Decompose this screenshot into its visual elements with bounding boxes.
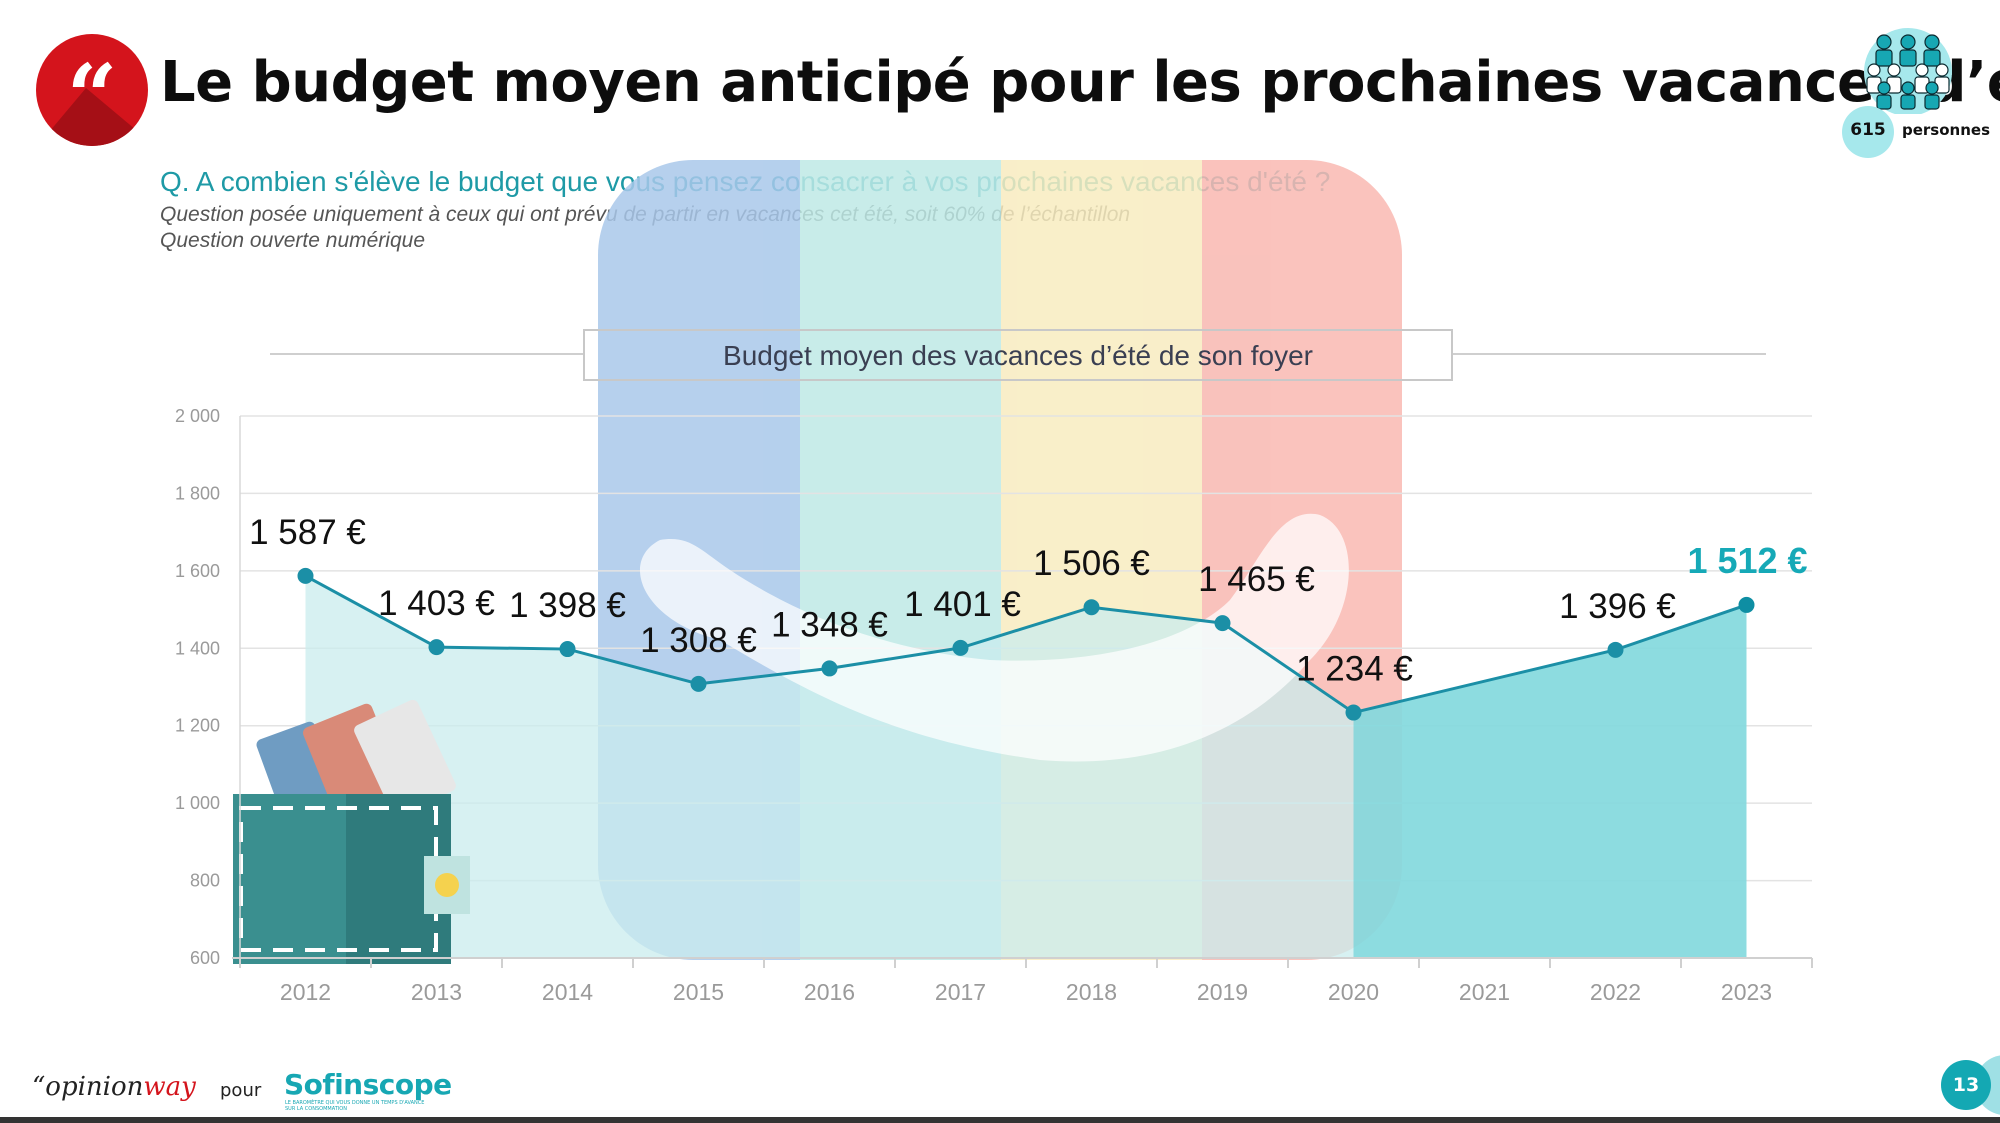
line-layer bbox=[297, 567, 1755, 721]
data-point-2019 bbox=[1214, 615, 1231, 632]
data-point-2015 bbox=[690, 675, 707, 692]
data-label-2020: 1 234 € bbox=[1296, 650, 1413, 689]
data-point-2022 bbox=[1607, 641, 1624, 658]
quote-badge: “ bbox=[36, 34, 148, 146]
data-label-2023: 1 512 € bbox=[1687, 540, 1807, 581]
x-tick-label: 2014 bbox=[542, 979, 593, 1005]
data-label-2022: 1 396 € bbox=[1559, 587, 1676, 626]
data-label-2013: 1 403 € bbox=[378, 584, 495, 623]
y-tick-label: 1 200 bbox=[175, 716, 220, 736]
data-labels: 1 587 € 1 403 € 1 398 € 1 308 € 1 348 € 1 401… bbox=[249, 513, 1807, 689]
area-layer bbox=[305, 575, 1747, 958]
y-tick-label: 2 000 bbox=[175, 406, 220, 426]
data-label-2016: 1 348 € bbox=[771, 605, 888, 644]
chart-title: Budget moyen des vacances d’été de son f… bbox=[723, 340, 1313, 371]
x-tick-label: 2017 bbox=[935, 979, 986, 1005]
budget-area-recent bbox=[1353, 604, 1747, 958]
y-tick-label: 600 bbox=[190, 948, 220, 968]
page-title: Le budget moyen anticipé pour les procha… bbox=[160, 50, 2000, 115]
x-tick-label: 2019 bbox=[1197, 979, 1248, 1005]
y-tick-label: 1 800 bbox=[175, 483, 220, 503]
data-point-2012 bbox=[297, 567, 314, 584]
question-type-note: Question ouverte numérique bbox=[160, 229, 425, 252]
wallet-icon bbox=[233, 699, 470, 964]
sample-label: personnes bbox=[1902, 121, 1991, 139]
x-tick-label: 2012 bbox=[280, 979, 331, 1005]
x-tick-label: 2022 bbox=[1590, 979, 1641, 1005]
opinionway-logo: “opinionway bbox=[32, 1072, 196, 1102]
data-point-2016 bbox=[821, 660, 838, 677]
footer-pour: pour bbox=[220, 1080, 262, 1101]
y-tick-label: 1 400 bbox=[175, 638, 220, 658]
speech-bubble-watermark bbox=[640, 513, 1349, 762]
data-point-2020 bbox=[1345, 704, 1362, 721]
page-number: 13 bbox=[1941, 1060, 1991, 1110]
sofinscope-logo: Sofinscope bbox=[284, 1068, 452, 1101]
quote-icon: “ bbox=[66, 44, 118, 146]
x-tick-label: 2018 bbox=[1066, 979, 1117, 1005]
data-label-2014: 1 398 € bbox=[509, 586, 626, 625]
x-tick-label: 2015 bbox=[673, 979, 724, 1005]
y-tick-label: 1 600 bbox=[175, 561, 220, 581]
data-point-2017 bbox=[952, 639, 969, 656]
data-point-2013 bbox=[428, 639, 445, 656]
y-tick-label: 800 bbox=[190, 871, 220, 891]
data-point-2018 bbox=[1083, 599, 1100, 616]
sofinscope-tagline: LE BAROMÈTRE QUI VOUS DONNE UN TEMPS D'A… bbox=[285, 1100, 425, 1112]
axes: 600 800 1 000 1 200 1 400 1 600 1 800 2 000 2012… bbox=[175, 406, 1813, 1005]
data-label-2012: 1 587 € bbox=[249, 513, 366, 552]
data-label-2018: 1 506 € bbox=[1033, 544, 1150, 583]
data-point-2014 bbox=[559, 641, 576, 658]
y-tick-label: 1 000 bbox=[175, 793, 220, 813]
people-group-icon bbox=[1864, 28, 1952, 114]
data-point-2023 bbox=[1738, 596, 1755, 613]
bottom-bar bbox=[0, 1117, 2000, 1123]
chart-title-box bbox=[583, 329, 1453, 381]
x-tick-label: 2020 bbox=[1328, 979, 1379, 1005]
x-tick-label: 2021 bbox=[1459, 979, 1510, 1005]
x-tick-label: 2016 bbox=[804, 979, 855, 1005]
sample-count-badge: 615 bbox=[1842, 106, 1894, 158]
x-tick-label: 2013 bbox=[411, 979, 462, 1005]
data-label-2019: 1 465 € bbox=[1198, 560, 1315, 599]
data-label-2015: 1 308 € bbox=[640, 621, 757, 660]
data-label-2017: 1 401 € bbox=[904, 585, 1021, 624]
x-tick-label: 2023 bbox=[1721, 979, 1772, 1005]
